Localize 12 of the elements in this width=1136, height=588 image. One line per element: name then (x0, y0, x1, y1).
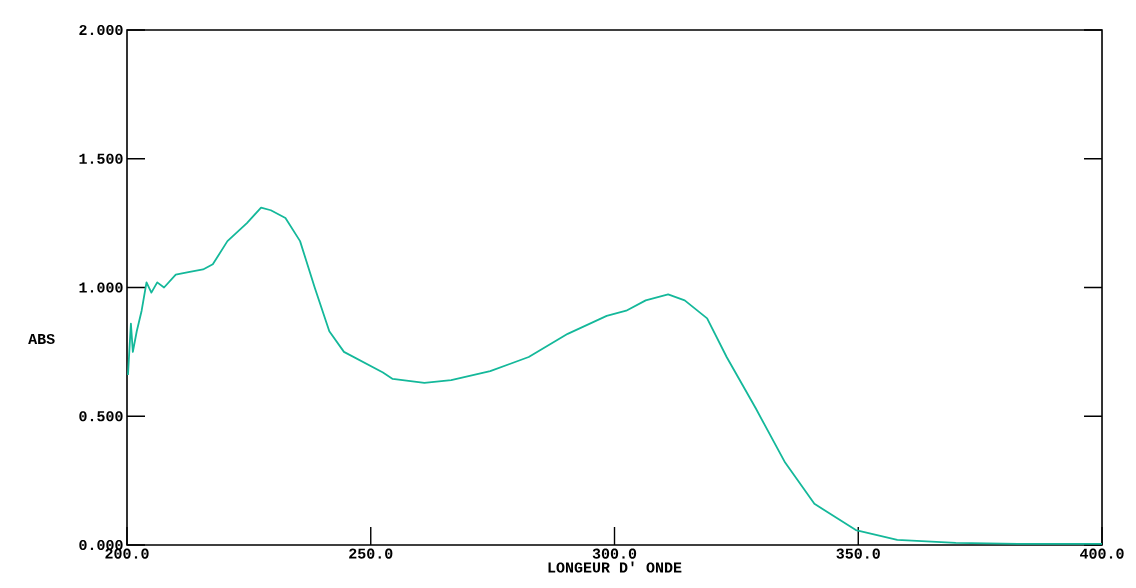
y-tick-label: 1.000 (79, 282, 123, 293)
y-tick-label: 2.000 (79, 24, 123, 36)
x-tick-label: 250.0 (349, 548, 393, 559)
y-tick-label: 1.500 (79, 153, 123, 164)
x-tick-label: 350.0 (836, 548, 880, 559)
x-axis-title: LONGEUR D' ONDE (548, 561, 682, 573)
x-tick-label: 200.0 (105, 548, 149, 559)
x-tick-label: 400.0 (1080, 548, 1124, 559)
y-tick-label: 0.000 (79, 539, 123, 551)
y-axis-title: ABS (28, 333, 55, 345)
x-tick-label: 300.0 (592, 548, 637, 559)
y-tick-label: 0.500 (79, 411, 123, 422)
